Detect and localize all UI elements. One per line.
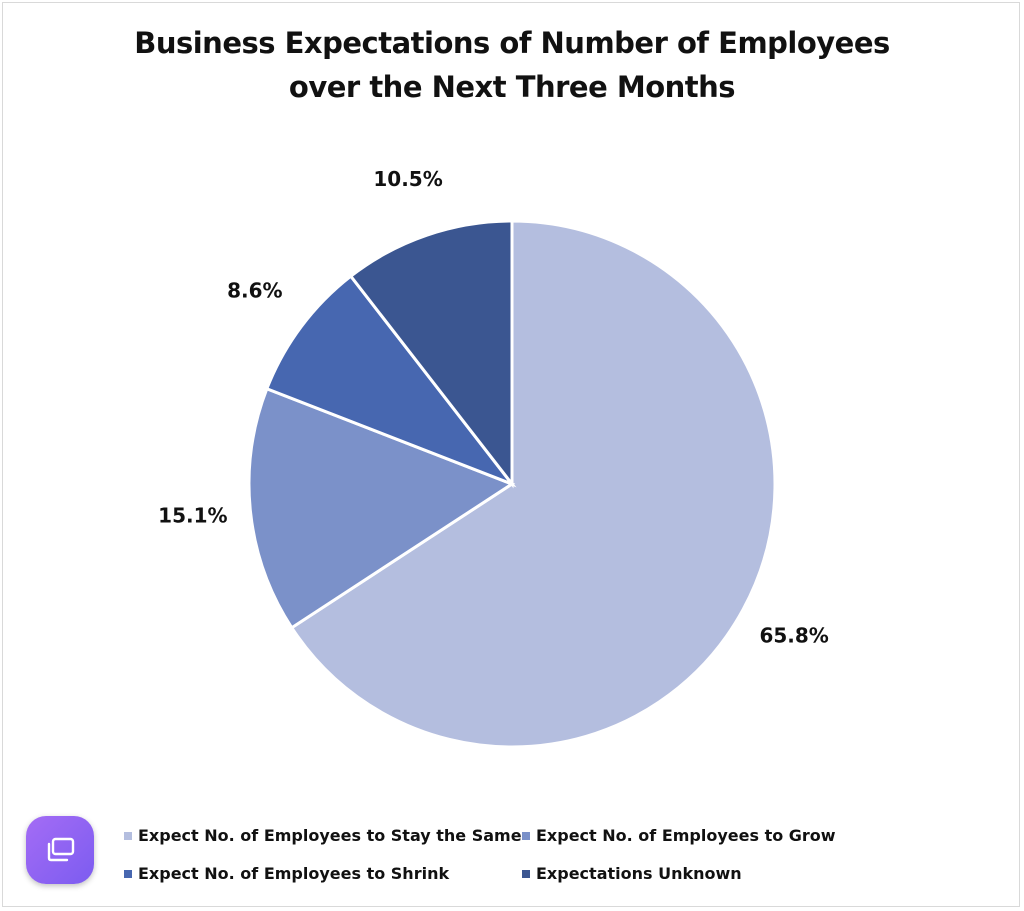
- legend-item-shrink: Expect No. of Employees to Shrink: [124, 864, 449, 883]
- data-label-grow: 15.1%: [158, 504, 227, 528]
- pie-chart: 65.8% 15.1% 8.6% 10.5%: [158, 167, 829, 749]
- legend-swatch: [522, 869, 530, 878]
- data-label-stay-same: 65.8%: [759, 623, 828, 647]
- legend-item-stay-same: Expect No. of Employees to Stay the Same: [124, 826, 522, 845]
- legend-swatch: [522, 831, 530, 840]
- pie-data-labels: 65.8% 15.1% 8.6% 10.5%: [158, 167, 829, 647]
- legend-item-grow: Expect No. of Employees to Grow: [522, 826, 836, 845]
- chart-title-line-2: over the Next Three Months: [288, 70, 736, 104]
- pie-slice-stay-same: [289, 219, 777, 749]
- chart-title-line-1: Business Expectations of Number of Emplo…: [134, 26, 890, 60]
- legend-swatch: [124, 831, 132, 840]
- pie-slice-shrink: [264, 274, 517, 488]
- legend-label: Expect No. of Employees to Grow: [536, 826, 836, 845]
- pie-slices: [247, 219, 777, 749]
- data-label-shrink: 8.6%: [227, 279, 282, 303]
- data-label-unknown: 10.5%: [373, 167, 442, 191]
- pie-slice-grow: [247, 386, 516, 630]
- pie-slice-unknown: [348, 219, 514, 489]
- legend-label: Expect No. of Employees to Shrink: [138, 864, 450, 883]
- legend-item-unknown: Expectations Unknown: [522, 864, 742, 883]
- app-switcher-button[interactable]: [26, 816, 94, 884]
- legend-label: Expectations Unknown: [536, 864, 742, 883]
- legend-label: Expect No. of Employees to Stay the Same: [138, 826, 522, 845]
- window-stack-icon: [47, 837, 75, 862]
- legend-swatch: [124, 869, 132, 878]
